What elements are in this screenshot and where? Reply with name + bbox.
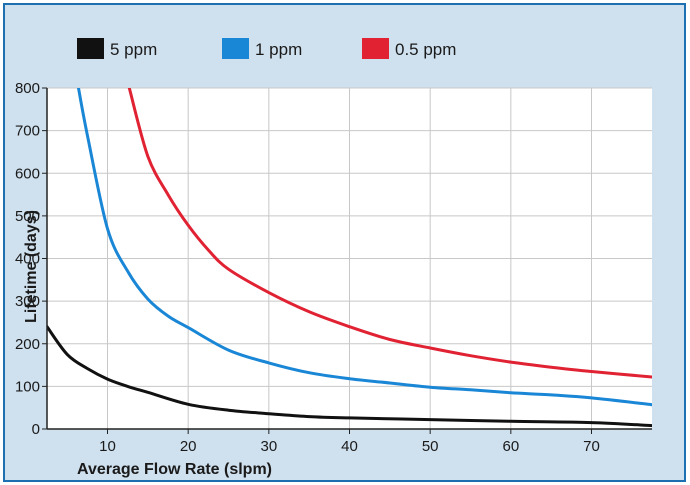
y-tick-label: 0	[32, 421, 40, 438]
line-chart: 5 ppm 1 ppm 0.5 ppm 0 100 200 300 400 500 600 700…	[15, 38, 652, 478]
x-tick-label: 30	[260, 438, 277, 455]
series-line-1-ppm	[77, 88, 652, 407]
chart-frame: 5 ppm 1 ppm 0.5 ppm 0 100 200 300 400 500 600 700…	[3, 3, 686, 482]
legend-swatch-5-ppm	[77, 38, 104, 59]
x-tick-label: 70	[583, 438, 600, 455]
legend-label-1-ppm: 1 ppm	[255, 40, 302, 59]
y-tick-label: 300	[15, 293, 40, 310]
legend-label-0-5-ppm: 0.5 ppm	[395, 40, 456, 59]
x-tick-label: 10	[99, 438, 116, 455]
y-tick-label: 200	[15, 336, 40, 353]
y-tick-label: 700	[15, 123, 40, 140]
legend-swatch-0-5-ppm	[362, 38, 389, 59]
series-line-5-ppm	[47, 325, 652, 428]
series-group	[47, 88, 652, 428]
x-tick-label: 40	[341, 438, 358, 455]
legend-label-5-ppm: 5 ppm	[110, 40, 157, 59]
y-tick-label: 600	[15, 165, 40, 182]
x-tick-label: 20	[180, 438, 197, 455]
gridlines	[47, 87, 652, 429]
y-tick-label: 800	[15, 80, 40, 97]
x-tick-label: 60	[502, 438, 519, 455]
y-tick-label: 100	[15, 378, 40, 395]
x-tick-label: 50	[422, 438, 439, 455]
y-tick-label: 400	[15, 251, 40, 268]
series-line-0-5-ppm	[127, 88, 652, 379]
axes: 0 100 200 300 400 500 600 700 800 10 20 30 40 50 60 70	[15, 80, 652, 455]
y-tick-label: 500	[15, 208, 40, 225]
legend-swatch-1-ppm	[222, 38, 249, 59]
legend: 5 ppm 1 ppm 0.5 ppm	[77, 38, 456, 59]
x-axis-title: Average Flow Rate (slpm)	[77, 461, 272, 478]
y-axis-title: Lifetime (days)	[23, 210, 40, 323]
